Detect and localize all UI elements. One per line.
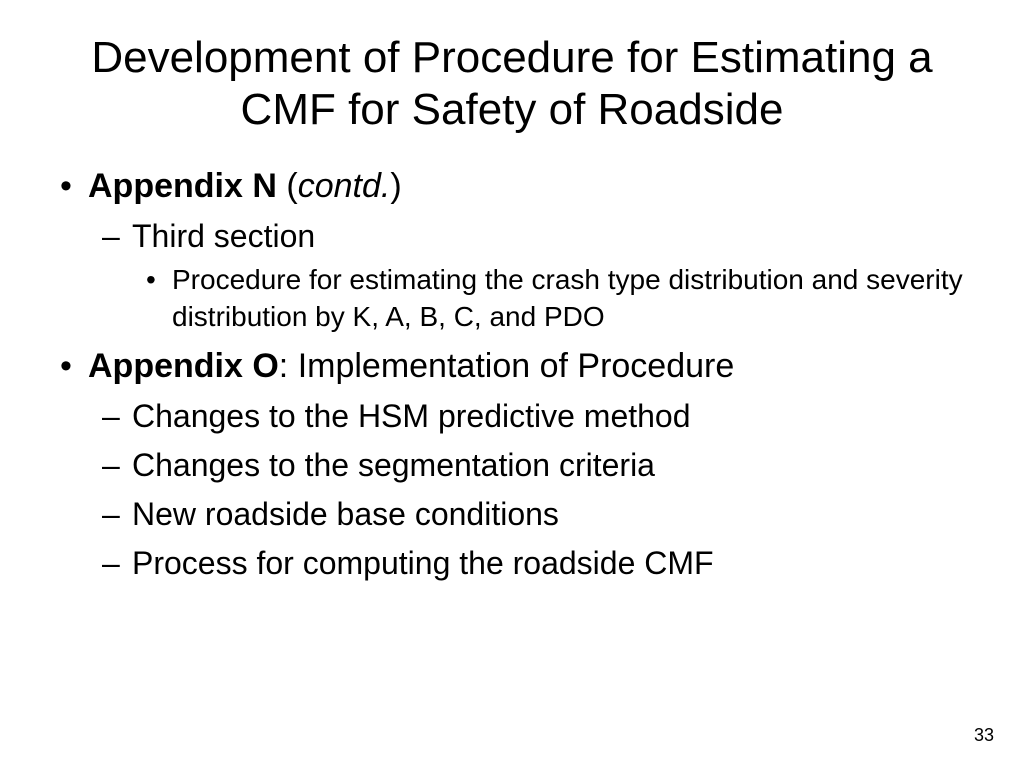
bullet-label-paren-open: ( xyxy=(277,167,298,205)
bullet-list-lvl1: Appendix N (contd.) Third section Proced… xyxy=(40,164,984,586)
bullet-label-italic: contd. xyxy=(298,167,391,205)
page-number: 33 xyxy=(974,725,994,746)
bullet-label: New roadside base conditions xyxy=(132,496,559,532)
bullet-third-section: Third section Procedure for estimating t… xyxy=(132,215,984,336)
bullet-list-lvl3: Procedure for estimating the crash type … xyxy=(132,262,984,336)
bullet-label-bold: Appendix O xyxy=(88,347,279,385)
bullet-label: Third section xyxy=(132,218,315,254)
bullet-changes-segmentation: Changes to the segmentation criteria xyxy=(132,444,984,487)
bullet-procedure-crash-type: Procedure for estimating the crash type … xyxy=(172,262,984,336)
slide-container: Development of Procedure for Estimating … xyxy=(0,0,1024,768)
bullet-label-rest: : Implementation of Procedure xyxy=(279,347,734,385)
bullet-label-paren-close: ) xyxy=(390,167,401,205)
bullet-label: Changes to the segmentation criteria xyxy=(132,447,655,483)
bullet-label: Changes to the HSM predictive method xyxy=(132,398,691,434)
bullet-appendix-o: Appendix O: Implementation of Procedure … xyxy=(88,344,984,586)
slide-title: Development of Procedure for Estimating … xyxy=(40,32,984,136)
bullet-label: Process for computing the roadside CMF xyxy=(132,545,714,581)
bullet-list-lvl2: Third section Procedure for estimating t… xyxy=(88,215,984,336)
bullet-list-lvl2: Changes to the HSM predictive method Cha… xyxy=(88,395,984,586)
bullet-process-computing-cmf: Process for computing the roadside CMF xyxy=(132,542,984,585)
bullet-appendix-n: Appendix N (contd.) Third section Proced… xyxy=(88,164,984,336)
bullet-changes-hsm: Changes to the HSM predictive method xyxy=(132,395,984,438)
bullet-label: Procedure for estimating the crash type … xyxy=(172,264,963,332)
bullet-label-bold: Appendix N xyxy=(88,167,277,205)
bullet-new-roadside-base: New roadside base conditions xyxy=(132,493,984,536)
